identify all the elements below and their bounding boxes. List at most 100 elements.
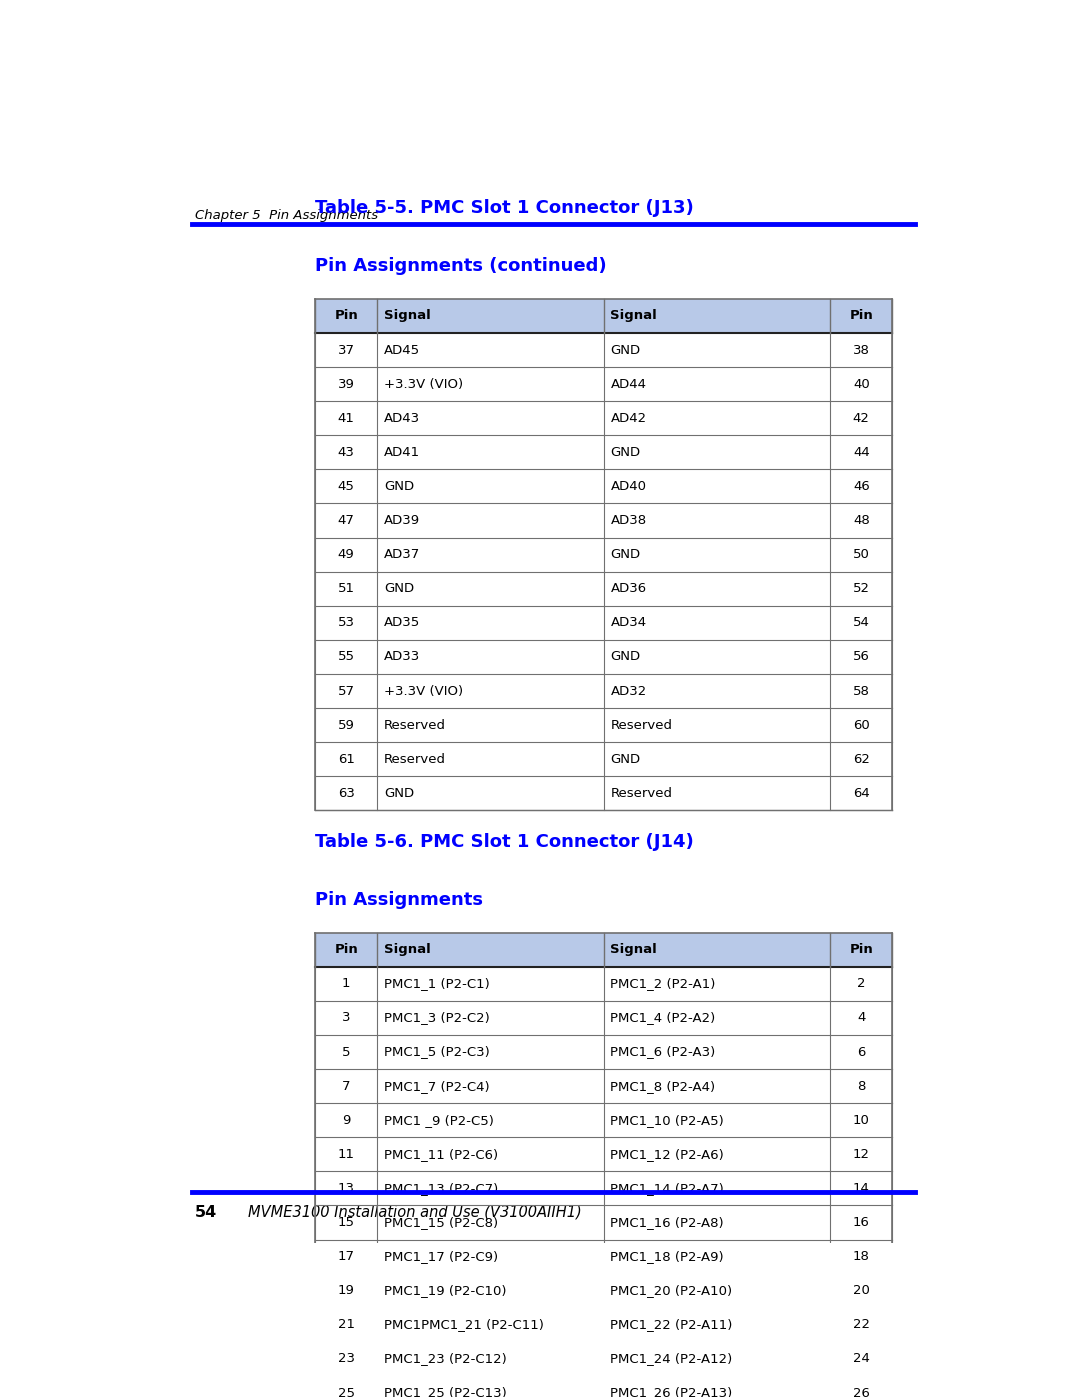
Bar [315, 673, 892, 708]
Text: Pin: Pin [850, 943, 873, 956]
Text: 40: 40 [853, 377, 869, 391]
Text: 58: 58 [853, 685, 869, 697]
Text: PMC1 _9 (P2-C5): PMC1 _9 (P2-C5) [384, 1113, 494, 1127]
Text: Pin: Pin [335, 943, 357, 956]
Text: GND: GND [610, 446, 640, 458]
Text: PMC1_3 (P2-C2): PMC1_3 (P2-C2) [384, 1011, 489, 1024]
Bar [315, 538, 892, 571]
Text: 11: 11 [338, 1148, 354, 1161]
Text: 23: 23 [338, 1352, 354, 1365]
Text: PMC1_15 (P2-C8): PMC1_15 (P2-C8) [384, 1215, 498, 1229]
Text: 55: 55 [338, 651, 354, 664]
Text: PMC1_18 (P2-A9): PMC1_18 (P2-A9) [610, 1250, 724, 1263]
Text: AD38: AD38 [610, 514, 647, 527]
Bar [315, 1376, 892, 1397]
Text: MVME3100 Installation and Use (V3100AIIH1): MVME3100 Installation and Use (V3100AIIH… [248, 1204, 582, 1220]
Bar [315, 332, 892, 367]
Text: Chapter 5  Pin Assignments: Chapter 5 Pin Assignments [195, 208, 378, 222]
Text: +3.3V (VIO): +3.3V (VIO) [384, 377, 463, 391]
Bar [315, 1274, 892, 1308]
Text: AD42: AD42 [610, 412, 647, 425]
Text: PMC1_20 (P2-A10): PMC1_20 (P2-A10) [610, 1284, 732, 1298]
Text: PMC1_24 (P2-A12): PMC1_24 (P2-A12) [610, 1352, 732, 1365]
Bar [315, 503, 892, 538]
Text: 5: 5 [342, 1045, 350, 1059]
Text: 17: 17 [338, 1250, 354, 1263]
Text: Signal: Signal [384, 309, 431, 323]
Text: 54: 54 [853, 616, 869, 629]
Text: Signal: Signal [610, 309, 657, 323]
Text: 48: 48 [853, 514, 869, 527]
Text: 44: 44 [853, 446, 869, 458]
Bar [315, 742, 892, 777]
Text: PMC1_19 (P2-C10): PMC1_19 (P2-C10) [384, 1284, 507, 1298]
Text: GND: GND [384, 481, 414, 493]
Text: 7: 7 [342, 1080, 350, 1092]
Text: 10: 10 [853, 1113, 869, 1127]
Text: 21: 21 [338, 1319, 354, 1331]
Text: PMC1_17 (P2-C9): PMC1_17 (P2-C9) [384, 1250, 498, 1263]
Bar [315, 1000, 892, 1035]
Text: PMC1_12 (P2-A6): PMC1_12 (P2-A6) [610, 1148, 725, 1161]
Text: 14: 14 [853, 1182, 869, 1194]
Text: 13: 13 [338, 1182, 354, 1194]
Text: 50: 50 [853, 548, 869, 562]
Text: 41: 41 [338, 412, 354, 425]
Bar [315, 1343, 892, 1376]
Bar [315, 606, 892, 640]
Text: 46: 46 [853, 481, 869, 493]
Bar [315, 777, 892, 810]
Text: AD45: AD45 [384, 344, 420, 356]
Bar [315, 436, 892, 469]
Text: 42: 42 [853, 412, 869, 425]
Text: Pin Assignments (continued): Pin Assignments (continued) [315, 257, 607, 275]
Text: 45: 45 [338, 481, 354, 493]
Bar [315, 1308, 892, 1343]
Text: 6: 6 [858, 1045, 865, 1059]
Text: PMC1_22 (P2-A11): PMC1_22 (P2-A11) [610, 1319, 733, 1331]
Text: Table 5-6. PMC Slot 1 Connector (J14): Table 5-6. PMC Slot 1 Connector (J14) [315, 833, 693, 851]
Text: PMC1_1 (P2-C1): PMC1_1 (P2-C1) [384, 978, 489, 990]
Text: Table 5-5. PMC Slot 1 Connector (J13): Table 5-5. PMC Slot 1 Connector (J13) [315, 200, 693, 218]
Text: 25: 25 [338, 1386, 354, 1397]
Text: AD40: AD40 [610, 481, 647, 493]
Bar [315, 469, 892, 503]
Text: AD35: AD35 [384, 616, 420, 629]
Bar [315, 967, 892, 1000]
Text: PMC1_23 (P2-C12): PMC1_23 (P2-C12) [384, 1352, 507, 1365]
Text: PMC1_11 (P2-C6): PMC1_11 (P2-C6) [384, 1148, 498, 1161]
Text: Signal: Signal [384, 943, 431, 956]
Text: Pin: Pin [850, 309, 873, 323]
Text: PMC1_5 (P2-C3): PMC1_5 (P2-C3) [384, 1045, 489, 1059]
Text: PMC1_14 (P2-A7): PMC1_14 (P2-A7) [610, 1182, 725, 1194]
Text: AD43: AD43 [384, 412, 420, 425]
Text: 37: 37 [338, 344, 354, 356]
Text: Signal: Signal [610, 943, 657, 956]
Text: 59: 59 [338, 718, 354, 732]
Text: 8: 8 [858, 1080, 865, 1092]
Text: Reserved: Reserved [384, 718, 446, 732]
Bar [315, 1239, 892, 1274]
Text: 16: 16 [853, 1215, 869, 1229]
Text: 22: 22 [853, 1319, 869, 1331]
Bar [315, 1137, 892, 1171]
Text: Pin Assignments: Pin Assignments [315, 891, 483, 909]
Text: GND: GND [610, 753, 640, 766]
Text: PMC1_25 (P2-C13): PMC1_25 (P2-C13) [384, 1386, 507, 1397]
Text: 19: 19 [338, 1284, 354, 1298]
Text: 3: 3 [342, 1011, 350, 1024]
Text: 39: 39 [338, 377, 354, 391]
Text: AD32: AD32 [610, 685, 647, 697]
Bar [315, 1069, 892, 1104]
Text: 56: 56 [853, 651, 869, 664]
Text: 20: 20 [853, 1284, 869, 1298]
Text: PMC1_8 (P2-A4): PMC1_8 (P2-A4) [610, 1080, 716, 1092]
Text: 54: 54 [195, 1204, 217, 1220]
Text: GND: GND [384, 787, 414, 800]
Text: PMC1_6 (P2-A3): PMC1_6 (P2-A3) [610, 1045, 716, 1059]
Text: PMC1_26 (P2-A13): PMC1_26 (P2-A13) [610, 1386, 732, 1397]
Text: AD44: AD44 [610, 377, 647, 391]
Text: 18: 18 [853, 1250, 869, 1263]
Text: 1: 1 [342, 978, 350, 990]
Text: 2: 2 [858, 978, 865, 990]
